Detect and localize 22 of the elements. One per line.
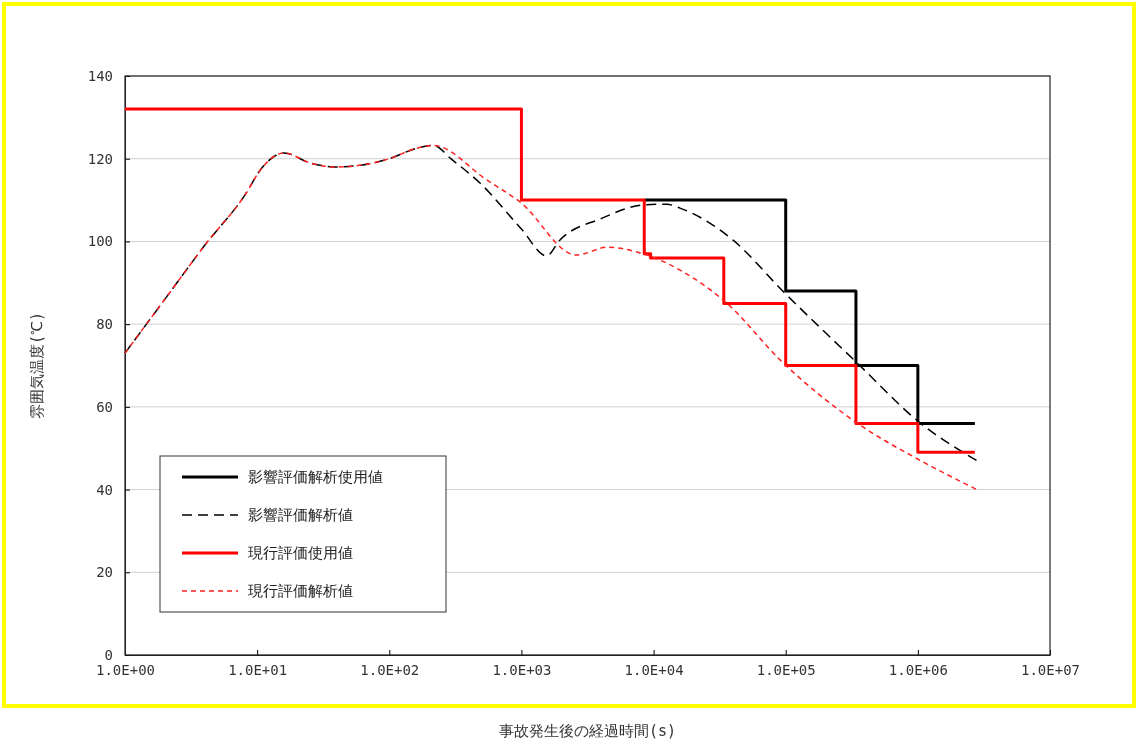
x-tick-label: 1.0E+05 [756, 661, 816, 678]
x-axis-title: 事故発生後の経過時間(s) [498, 722, 677, 740]
y-tick-label: 0 [104, 646, 113, 663]
y-tick-label: 140 [87, 67, 113, 84]
x-tick-label: 1.0E+00 [95, 661, 156, 678]
y-tick-label: 120 [87, 150, 113, 167]
x-tick-label: 1.0E+04 [624, 661, 684, 678]
x-tick-label: 1.0E+02 [360, 661, 420, 678]
y-tick-label: 80 [96, 316, 113, 333]
y-tick-label: 20 [96, 564, 113, 581]
y-tick-label: 40 [96, 481, 113, 498]
x-tick-label: 1.0E+07 [1020, 661, 1081, 678]
y-tick-label: 100 [87, 233, 113, 250]
legend-label: 影響評価解析使用値 [248, 468, 383, 486]
x-tick-label: 1.0E+03 [492, 661, 552, 678]
x-tick-label: 1.0E+01 [228, 661, 288, 678]
legend-label: 現行評価使用値 [248, 544, 353, 562]
y-axis-title: 雰囲気温度(℃) [28, 311, 46, 420]
y-tick-label: 60 [96, 398, 113, 415]
legend-label: 現行評価解析値 [248, 582, 353, 600]
x-tick-label: 1.0E+06 [888, 661, 948, 678]
legend-label: 影響評価解析値 [248, 506, 353, 524]
